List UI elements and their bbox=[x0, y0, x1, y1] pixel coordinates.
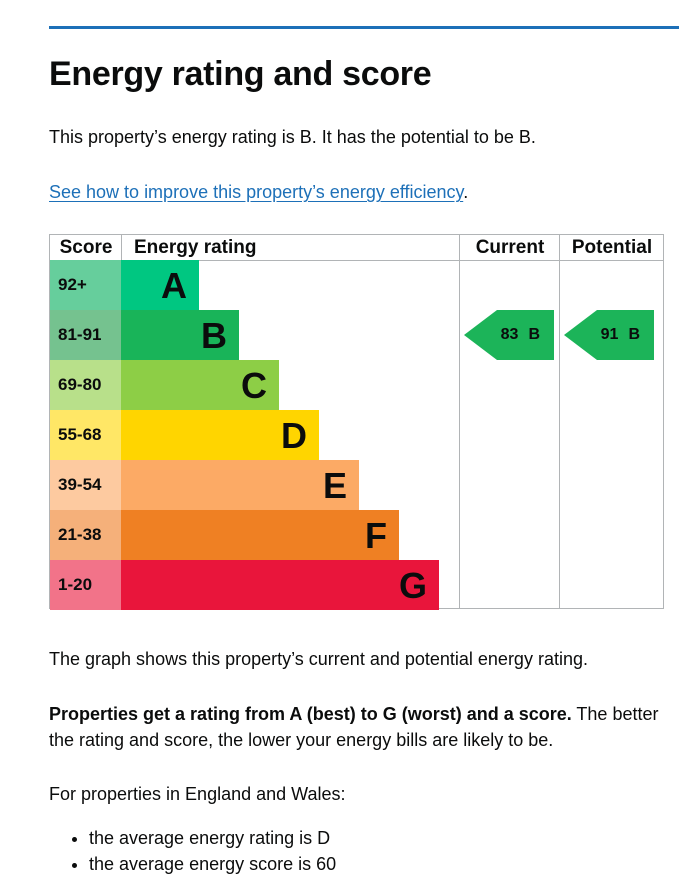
column-divider bbox=[559, 235, 560, 608]
band-bar-g: G bbox=[121, 560, 439, 610]
rating-explanation-rest: The better the rating and score, the low… bbox=[49, 704, 659, 750]
band-score-range: 39-54 bbox=[50, 460, 121, 510]
header-current: Current bbox=[475, 237, 545, 258]
band-score-range: 55-68 bbox=[50, 410, 121, 460]
current-score: 83 bbox=[500, 326, 519, 343]
header-divider bbox=[50, 260, 663, 261]
band-score-range: 92+ bbox=[50, 260, 121, 310]
band-score-range: 1-20 bbox=[50, 560, 121, 610]
rating-explanation-bold: Properties get a rating from A (best) to… bbox=[49, 704, 572, 724]
rating-summary: This property’s energy rating is B. It h… bbox=[49, 127, 536, 147]
band-row-f: 21-38 F bbox=[50, 510, 399, 560]
england-wales-intro: For properties in England and Wales: bbox=[49, 784, 346, 804]
chart-caption: The graph shows this property’s current … bbox=[49, 649, 588, 669]
header-energy-rating: Energy rating bbox=[134, 237, 257, 258]
band-score-range: 69-80 bbox=[50, 360, 121, 410]
band-bar-e: E bbox=[121, 460, 359, 510]
band-row-c: 69-80 C bbox=[50, 360, 279, 410]
list-item: the average energy rating is D bbox=[89, 825, 336, 851]
average-list: the average energy rating is D the avera… bbox=[49, 825, 336, 877]
band-score-range: 21-38 bbox=[50, 510, 121, 560]
band-row-e: 39-54 E bbox=[50, 460, 359, 510]
band-row-b: 81-91 B bbox=[50, 310, 239, 360]
current-rating-arrow: 83 B bbox=[464, 310, 554, 360]
improve-link-paragraph: See how to improve this property’s energ… bbox=[49, 179, 468, 205]
header-score: Score bbox=[59, 237, 113, 258]
current-band: B bbox=[528, 326, 540, 343]
band-bar-f: F bbox=[121, 510, 399, 560]
improve-efficiency-link[interactable]: See how to improve this property’s energ… bbox=[49, 182, 464, 202]
band-score-range: 81-91 bbox=[50, 310, 121, 360]
band-bar-b: B bbox=[121, 310, 239, 360]
potential-rating-arrow: 91 B bbox=[564, 310, 654, 360]
potential-band: B bbox=[628, 326, 640, 343]
band-bar-d: D bbox=[121, 410, 319, 460]
band-bar-a: A bbox=[121, 260, 199, 310]
band-bar-c: C bbox=[121, 360, 279, 410]
band-row-a: 92+ A bbox=[50, 260, 199, 310]
energy-rating-chart: Score Energy rating Current Potential 92… bbox=[49, 234, 664, 610]
page-title: Energy rating and score bbox=[49, 55, 432, 93]
section-divider bbox=[49, 26, 679, 29]
band-row-g: 1-20 G bbox=[50, 560, 439, 610]
column-divider bbox=[459, 235, 460, 608]
header-potential: Potential bbox=[571, 237, 653, 258]
list-item: the average energy score is 60 bbox=[89, 851, 336, 877]
rating-explanation: Properties get a rating from A (best) to… bbox=[49, 701, 679, 753]
potential-score: 91 bbox=[600, 326, 619, 343]
improve-link-suffix: . bbox=[463, 182, 469, 202]
band-row-d: 55-68 D bbox=[50, 410, 319, 460]
